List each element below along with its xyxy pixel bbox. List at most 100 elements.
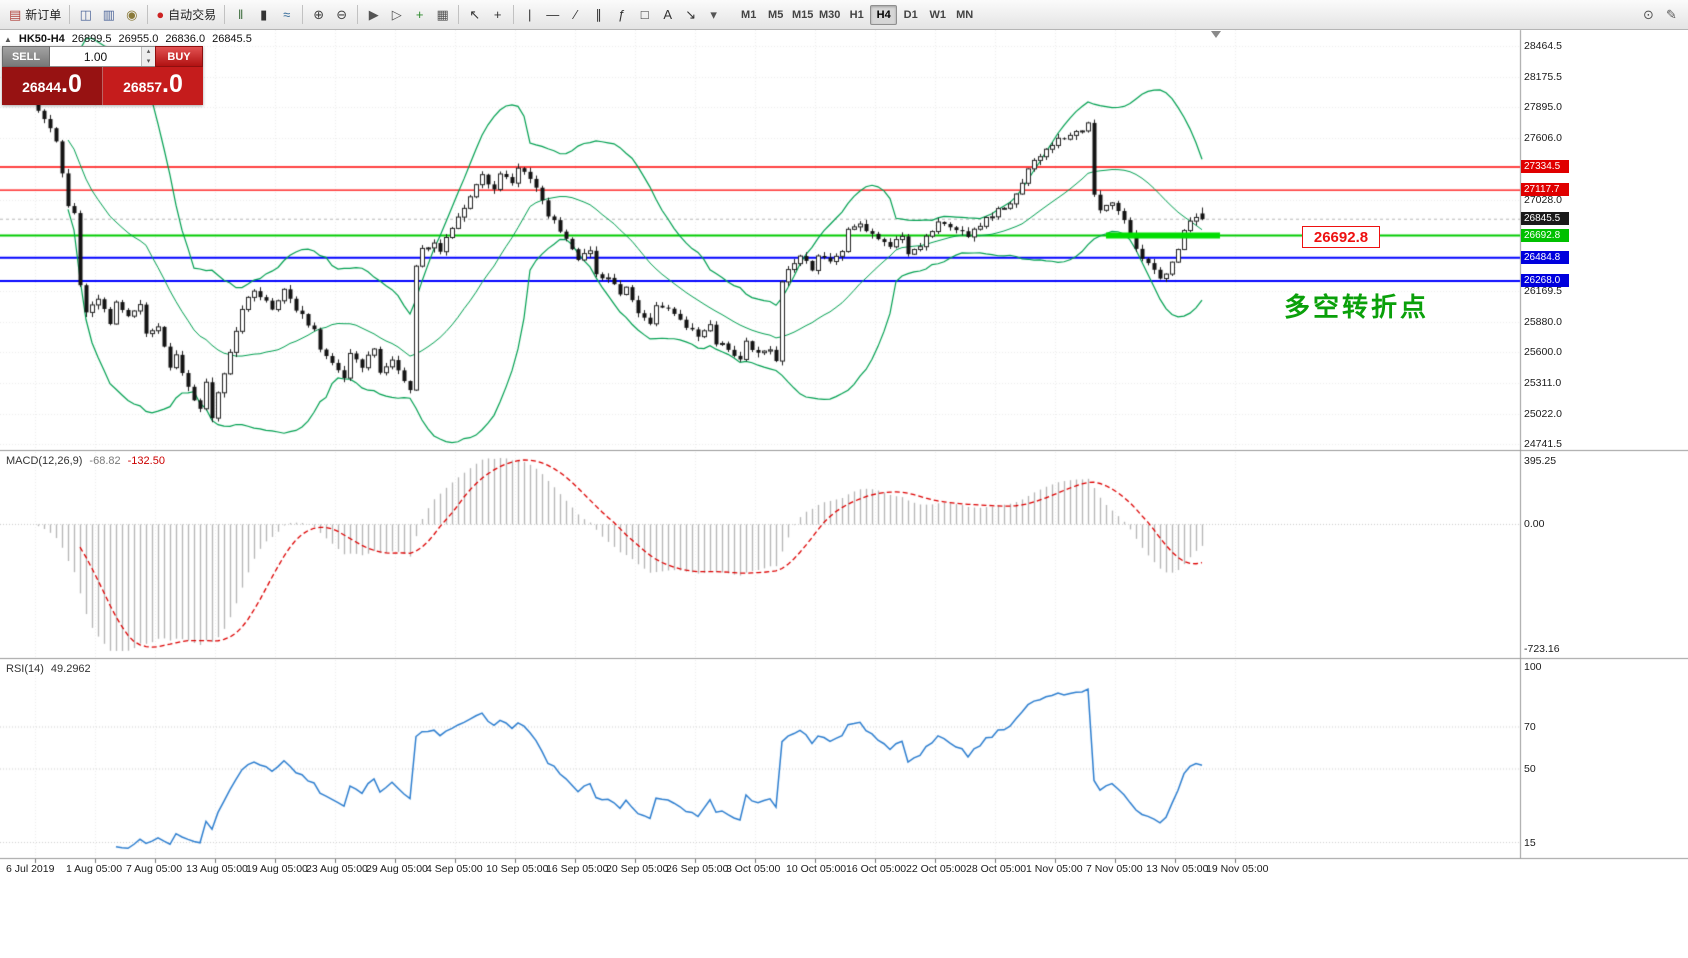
timeframe-h1-button[interactable]: H1 — [849, 8, 864, 21]
text-button[interactable]: A — [656, 4, 679, 26]
timeframe-mn-button[interactable]: MN — [956, 8, 974, 21]
chart-shift-marker-icon[interactable] — [1211, 31, 1221, 38]
ask-price-frac: .0 — [162, 70, 183, 98]
panel-collapse-arrow-icon[interactable]: ▲ — [4, 34, 12, 44]
channel-icon: ∥ — [595, 7, 602, 22]
templates-button[interactable]: ▦ — [431, 4, 454, 26]
sell-button[interactable]: SELL — [2, 46, 50, 67]
trendline-button[interactable]: ∕ — [564, 4, 587, 26]
line-chart-button[interactable]: ≈ — [275, 4, 298, 26]
channel-button[interactable]: ∥ — [587, 4, 610, 26]
note-annotation-text: 多空转折点 — [1284, 292, 1430, 322]
profiles-button[interactable]: ▥ — [97, 4, 120, 26]
shapes-icon: □ — [640, 7, 649, 22]
date-axis-label: 7 Aug 05:00 — [126, 863, 183, 875]
zoom-out-button[interactable]: ⊖ — [330, 4, 353, 26]
timeframe-h4-button[interactable]: H4 — [870, 4, 898, 25]
crosshair-button[interactable]: + — [486, 4, 509, 26]
date-axis-label: 16 Sep 05:00 — [546, 863, 609, 875]
indicators-button[interactable]: + — [408, 4, 431, 26]
indicators-icon: + — [415, 7, 424, 22]
symbol-info-bar: ▲ HK50-H4 26899.5 26955.0 26836.0 26845.… — [4, 33, 252, 45]
toolbar-buttons: ▤ 新订单 ◫ ▥ ◉ ● 自动交易 ‖ ▮ ≈ ⊕ ⊖ ▶ ▷ + ▦ ↖ + | — ∕ ∥ ƒ □ A ↘ ▾ — [5, 4, 725, 26]
templates-icon: ▦ — [436, 7, 449, 22]
date-axis-label: 16 Oct 05:00 — [846, 863, 907, 875]
date-axis-label: 29 Aug 05:00 — [366, 863, 428, 875]
auto-scroll-button[interactable]: ▶ — [362, 4, 385, 26]
arrow-tool-button[interactable]: ↘ — [679, 4, 702, 26]
date-axis-label: 13 Nov 05:00 — [1146, 863, 1209, 875]
date-axis-label: 13 Aug 05:00 — [186, 863, 248, 875]
bid-price-int: 26844 — [22, 79, 62, 95]
symbol-name: HK50-H4 — [18, 33, 65, 45]
pencil-icon: ✎ — [1666, 7, 1677, 22]
vertical-line-button[interactable]: | — [518, 4, 541, 26]
volume-increase-button[interactable]: ▴ — [142, 47, 155, 57]
date-axis-label: 19 Aug 05:00 — [246, 863, 308, 875]
new-order-icon: ▤ — [9, 7, 22, 22]
ohlc-low: 26836.0 — [165, 33, 206, 45]
chart-windows-button[interactable]: ◫ — [74, 4, 97, 26]
date-axis-label: 10 Oct 05:00 — [786, 863, 847, 875]
volume-spinner: ▴ ▾ — [141, 47, 155, 66]
cursor-icon: ↖ — [469, 7, 481, 22]
volume-field[interactable]: 1.00 ▴ ▾ — [50, 46, 155, 67]
bid-price-button[interactable]: 26844.0 — [2, 67, 103, 105]
toolbar-right-buttons: ⊙ ✎ — [1637, 4, 1683, 26]
rsi-indicator-label: RSI(14) 49.2962 — [6, 663, 91, 675]
date-axis-label: 1 Aug 05:00 — [66, 863, 123, 875]
toolbar-separator — [357, 5, 359, 24]
zoom-in-button[interactable]: ⊕ — [307, 4, 330, 26]
toolbar-separator — [224, 5, 226, 24]
ohlc-high: 26955.0 — [118, 33, 159, 45]
auto-scroll-icon: ▶ — [368, 7, 379, 22]
timeframe-m1-button[interactable]: M1 — [741, 8, 757, 21]
chevron-down-icon: ▾ — [710, 7, 717, 22]
quick-edit-button[interactable]: ✎ — [1660, 4, 1683, 26]
alerts-button[interactable]: ◉ — [120, 4, 143, 26]
rsi-title: RSI(14) — [6, 663, 44, 675]
buy-button[interactable]: BUY — [155, 46, 203, 67]
autotrading-button[interactable]: ● 自动交易 — [152, 4, 220, 26]
zoom-out-icon: ⊖ — [336, 7, 348, 22]
vertical-line-icon: | — [527, 7, 532, 22]
fibonacci-button[interactable]: ƒ — [610, 4, 633, 26]
ask-price-button[interactable]: 26857.0 — [103, 67, 203, 105]
date-axis-label: 3 Oct 05:00 — [726, 863, 781, 875]
shapes-button[interactable]: □ — [633, 4, 656, 26]
timeframe-m30-button[interactable]: M30 — [818, 8, 841, 21]
volume-decrease-button[interactable]: ▾ — [142, 56, 155, 66]
timeframe-m15-button[interactable]: M15 — [791, 8, 814, 21]
horizontal-line-button[interactable]: — — [541, 4, 564, 26]
chart-shift-button[interactable]: ▷ — [385, 4, 408, 26]
chart-shift-icon: ▷ — [391, 7, 402, 22]
timeframe-m5-button[interactable]: M5 — [768, 8, 784, 21]
date-axis-label: 22 Oct 05:00 — [906, 863, 967, 875]
date-axis-label: 28 Oct 05:00 — [966, 863, 1027, 875]
date-axis-label: 19 Nov 05:00 — [1206, 863, 1269, 875]
new-order-button-label: 新订单 — [25, 8, 62, 22]
bar-chart-button[interactable]: ‖ — [229, 4, 252, 26]
fibonacci-icon: ƒ — [618, 7, 626, 22]
toolbar-separator — [513, 5, 515, 24]
timeframe-d1-button[interactable]: D1 — [903, 8, 918, 21]
ask-price-int: 26857 — [123, 79, 163, 95]
search-icon: ⊙ — [1643, 7, 1654, 22]
toolbar-separator — [69, 5, 71, 24]
date-axis-label: 6 Jul 2019 — [6, 863, 55, 875]
timeframe-w1-button[interactable]: W1 — [929, 8, 946, 21]
new-order-button[interactable]: ▤ 新订单 — [5, 4, 65, 26]
horizontal-line-icon: — — [546, 7, 560, 22]
ohlc-open: 26899.5 — [71, 33, 112, 45]
find-symbol-button[interactable]: ⊙ — [1637, 4, 1660, 26]
macd-title: MACD(12,26,9) — [6, 455, 83, 467]
autotrading-icon: ● — [156, 7, 165, 22]
candlestick-icon: ▮ — [260, 7, 268, 22]
cursor-button[interactable]: ↖ — [463, 4, 486, 26]
toolbar-separator — [458, 5, 460, 24]
price-annotation-box: 26692.8 — [1302, 226, 1380, 248]
candlestick-button[interactable]: ▮ — [252, 4, 275, 26]
arrows-dropdown[interactable]: ▾ — [702, 4, 725, 26]
